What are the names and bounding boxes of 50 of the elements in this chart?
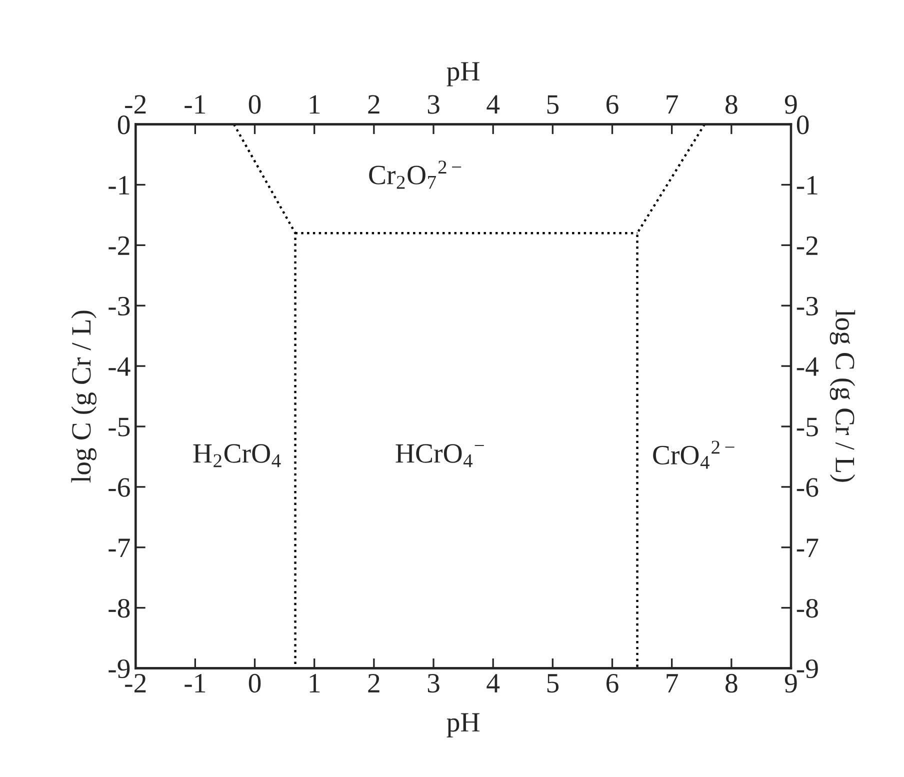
x-tick-label: 2 bbox=[368, 674, 380, 692]
y2-tick-label: -9 bbox=[796, 659, 818, 678]
x-tick-label: 4 bbox=[486, 674, 500, 692]
x2-tick-label: 5 bbox=[547, 95, 559, 114]
x-axis-title: pH bbox=[446, 713, 480, 738]
x2-tick-label: 4 bbox=[486, 95, 500, 114]
y-tick-label: -6 bbox=[108, 478, 130, 497]
x2-tick-label: 7 bbox=[666, 95, 678, 114]
x2-tick-label: 0 bbox=[248, 95, 261, 114]
annotation: CrO$_{4}$$^{2−}$ bbox=[653, 440, 734, 469]
y2-tick-label: -8 bbox=[796, 598, 818, 618]
x2-tick-label: 1 bbox=[310, 95, 320, 114]
y2-tick-label: -2 bbox=[796, 236, 818, 255]
y-tick-label: -2 bbox=[108, 236, 130, 255]
x2-tick-label: 3 bbox=[428, 95, 440, 114]
x-tick-label: 5 bbox=[547, 674, 559, 693]
x2-tick-label: 2 bbox=[368, 95, 380, 114]
y2-tick-label: -7 bbox=[796, 538, 818, 557]
x2-tick-label: -2 bbox=[125, 95, 146, 114]
y-tick-label: -4 bbox=[108, 357, 130, 376]
x2-tick-label: 6 bbox=[606, 95, 618, 114]
annotation: H$_{2}$CrO$_{4}$ bbox=[193, 444, 281, 468]
x2-axis-title: pH bbox=[446, 62, 480, 86]
y-tick-label: -1 bbox=[108, 176, 130, 194]
x-tick-label: 3 bbox=[428, 674, 440, 693]
y2-axis-title: log C (g Cr / L) bbox=[830, 310, 856, 482]
x2-tick-label: 9 bbox=[784, 95, 797, 114]
y-axis-title: log C (g Cr / L) bbox=[71, 310, 96, 483]
x-tick-label: 0 bbox=[248, 674, 261, 693]
y2-tick-label: 0 bbox=[796, 115, 809, 134]
x-tick-label: 6 bbox=[606, 674, 618, 693]
x2-tick-label: -1 bbox=[184, 95, 206, 114]
x2-tick-label: 8 bbox=[726, 95, 738, 114]
x-tick-label: 9 bbox=[784, 674, 797, 693]
y-tick-label: -7 bbox=[108, 538, 130, 557]
x-tick-label: 1 bbox=[310, 674, 320, 692]
annotation: HCrO$_{4}$$^{−}$ bbox=[396, 444, 484, 468]
y-tick-label: -8 bbox=[108, 598, 130, 618]
y2-tick-label: -3 bbox=[796, 296, 818, 316]
y2-tick-label: -6 bbox=[796, 478, 818, 497]
y-tick-label: 0 bbox=[118, 115, 130, 134]
y-tick-label: -5 bbox=[108, 418, 130, 436]
x-tick-label: 7 bbox=[666, 674, 678, 692]
y2-tick-label: -5 bbox=[796, 418, 818, 436]
annotation: Cr$_{2}$O$_{7}$$^{2−}$ bbox=[369, 160, 462, 189]
x-tick-label: 8 bbox=[726, 674, 738, 693]
y2-tick-label: -4 bbox=[796, 357, 819, 376]
y2-tick-label: -1 bbox=[796, 176, 818, 194]
y-tick-label: -3 bbox=[108, 296, 130, 316]
x-tick-label: -1 bbox=[184, 674, 206, 692]
